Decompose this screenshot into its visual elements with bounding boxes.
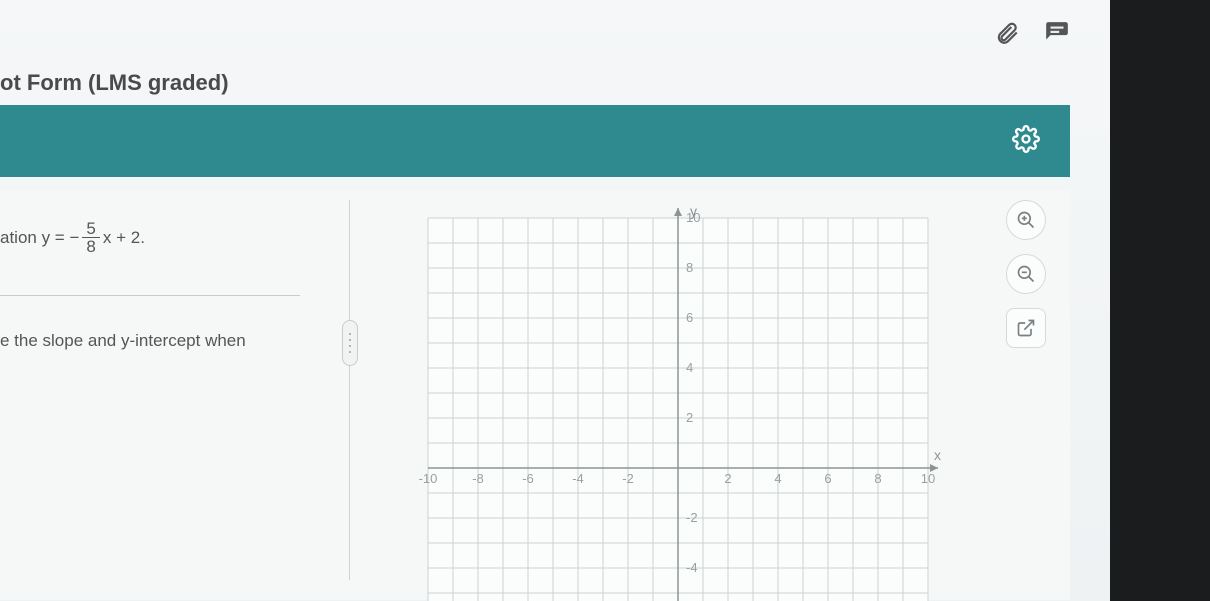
fraction-numerator: 5 <box>82 220 99 238</box>
svg-text:-4: -4 <box>572 471 584 486</box>
page-title: ot Form (LMS graded) <box>0 70 229 96</box>
zoom-in-button[interactable] <box>1006 200 1046 240</box>
svg-text:8: 8 <box>686 260 693 275</box>
svg-text:10: 10 <box>921 471 935 486</box>
svg-text:-10: -10 <box>419 471 438 486</box>
question-prompt: e the slope and y-intercept when <box>0 331 320 351</box>
content-area: ation y = − 5 8 x + 2. e the slope and y… <box>0 190 1070 600</box>
equation-text: ation y = − 5 8 x + 2. <box>0 220 320 255</box>
equation-fraction: 5 8 <box>82 220 99 255</box>
question-panel: ation y = − 5 8 x + 2. e the slope and y… <box>0 190 340 600</box>
gear-icon[interactable] <box>1012 125 1040 158</box>
graph-panel: -10-8-6-4-2246810246810-2-4-6yx <box>340 190 1070 600</box>
svg-text:-2: -2 <box>686 510 698 525</box>
coordinate-grid[interactable]: -10-8-6-4-2246810246810-2-4-6yx <box>410 200 946 601</box>
zoom-out-button[interactable] <box>1006 254 1046 294</box>
equation-prefix: ation y = − <box>0 228 79 248</box>
svg-text:y: y <box>690 203 697 219</box>
question-divider <box>0 295 300 296</box>
svg-text:2: 2 <box>686 410 693 425</box>
screen-edge <box>1110 0 1210 601</box>
page-root: ot Form (LMS graded) ation y = − 5 8 x +… <box>0 0 1210 601</box>
teal-header-bar <box>0 105 1070 177</box>
svg-text:2: 2 <box>724 471 731 486</box>
comment-icon[interactable] <box>1044 20 1070 51</box>
svg-text:-4: -4 <box>686 560 698 575</box>
top-icon-bar <box>994 20 1070 51</box>
svg-text:8: 8 <box>874 471 881 486</box>
graph-toolbox <box>1006 200 1048 348</box>
svg-text:6: 6 <box>686 310 693 325</box>
svg-text:4: 4 <box>774 471 781 486</box>
equation-suffix: x + 2. <box>103 228 145 248</box>
svg-text:-2: -2 <box>622 471 634 486</box>
svg-text:-8: -8 <box>472 471 484 486</box>
open-new-button[interactable] <box>1006 308 1046 348</box>
fraction-denominator: 8 <box>82 238 99 255</box>
svg-text:-6: -6 <box>522 471 534 486</box>
svg-text:6: 6 <box>824 471 831 486</box>
attachment-icon[interactable] <box>994 20 1020 51</box>
svg-text:x: x <box>934 447 941 463</box>
svg-text:4: 4 <box>686 360 693 375</box>
